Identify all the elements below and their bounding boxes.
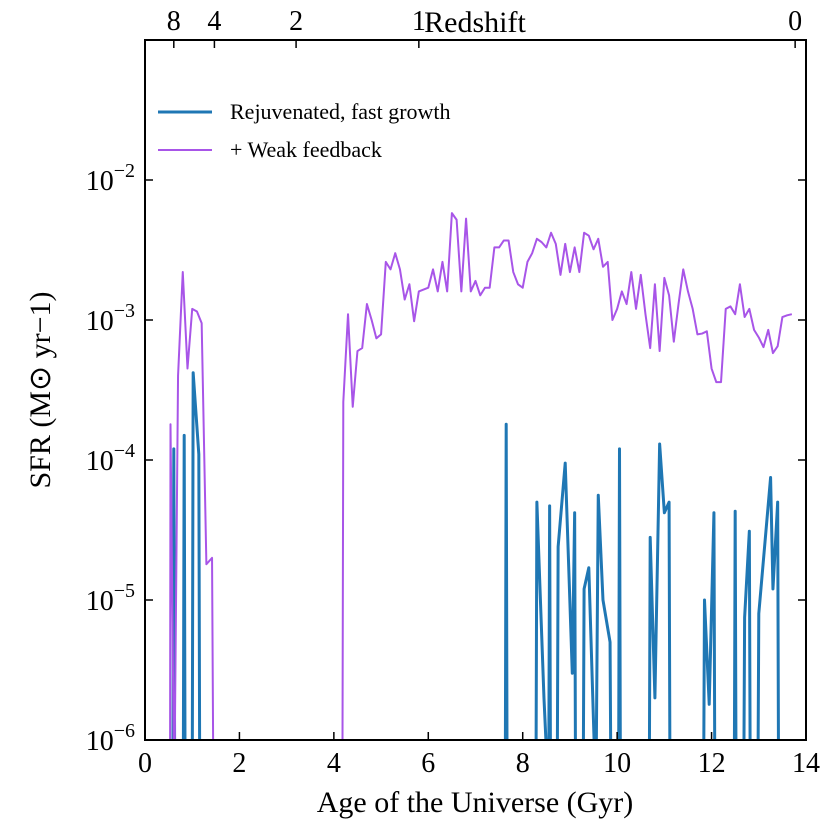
x2-tick-label: 4	[207, 6, 221, 37]
x-tick-label: 12	[698, 748, 726, 779]
y-tick-label: 10−2	[86, 160, 135, 197]
x2-tick-label: 2	[289, 6, 303, 37]
x2-tick-label: 8	[167, 6, 181, 37]
legend-label: + Weak feedback	[230, 137, 382, 162]
series-line	[171, 371, 780, 740]
y-tick-label: 10−3	[86, 300, 135, 337]
legend-label: Rejuvenated, fast growth	[230, 99, 451, 124]
x2-tick-label: 1	[412, 6, 426, 37]
axes-frame	[144, 39, 807, 741]
y-tick-label: 10−6	[86, 720, 135, 757]
x-tick-label: 4	[327, 748, 341, 779]
plot-area	[169, 212, 793, 740]
y-tick-label: 10−5	[86, 580, 135, 617]
x-axis-label: Age of the Universe (Gyr)	[317, 786, 634, 819]
y-tick-label: 10−4	[86, 440, 135, 477]
x-tick-label: 14	[792, 748, 820, 779]
y-axis-label: SFR (M⊙ yr−1)	[24, 291, 57, 488]
x-tick-label: 2	[232, 748, 246, 779]
x2-axis-label: Redshift	[424, 6, 526, 39]
series-line	[169, 212, 793, 740]
x-tick-label: 10	[603, 748, 631, 779]
x2-tick-label: 0	[788, 6, 802, 37]
x-tick-label: 0	[138, 748, 152, 779]
x-tick-label: 8	[516, 748, 530, 779]
x-tick-label: 6	[421, 748, 435, 779]
